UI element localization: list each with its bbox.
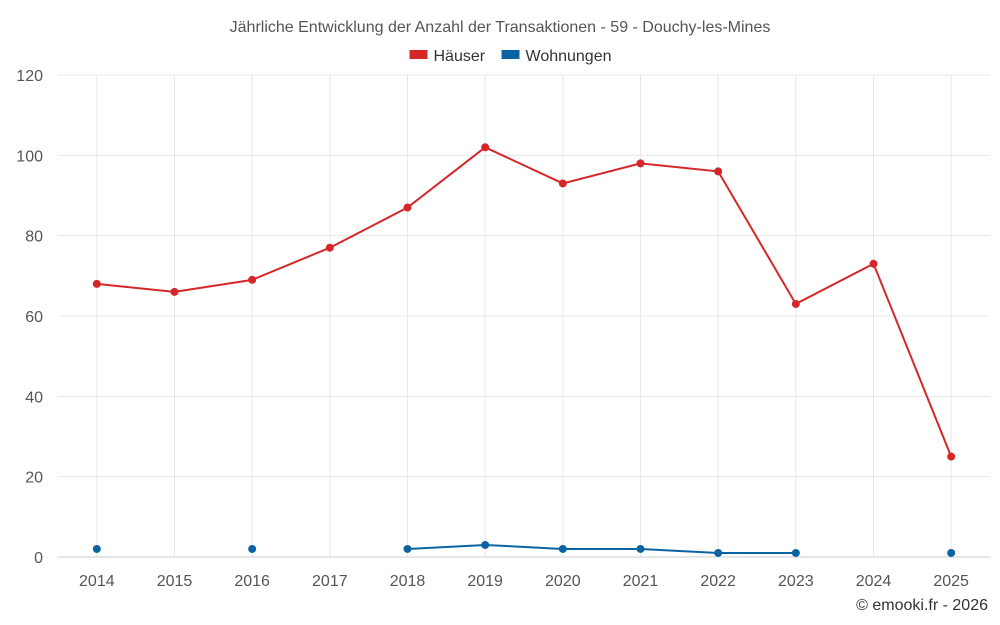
x-tick-label: 2016	[234, 573, 270, 590]
grid-lines	[58, 74, 990, 558]
x-tick-label: 2019	[467, 573, 503, 590]
data-point[interactable]	[636, 544, 645, 553]
data-point[interactable]	[170, 287, 179, 296]
x-tick-label: 2022	[700, 573, 736, 590]
data-point[interactable]	[481, 540, 490, 549]
data-point[interactable]	[92, 279, 101, 288]
data-point[interactable]	[403, 203, 412, 212]
data-point[interactable]	[248, 544, 257, 553]
data-point[interactable]	[403, 544, 412, 553]
y-tick-label: 60	[25, 309, 43, 326]
data-point[interactable]	[558, 179, 567, 188]
data-point[interactable]	[869, 259, 878, 268]
legend-swatch	[409, 50, 428, 59]
data-point[interactable]	[791, 548, 800, 557]
y-axis: 0 20 40 60 80 100 120	[16, 68, 43, 567]
x-tick-label: 2023	[778, 573, 814, 590]
chart-title: Jährliche Entwicklung der Anzahl der Tra…	[230, 19, 771, 36]
data-point[interactable]	[947, 548, 956, 557]
data-point[interactable]	[248, 275, 257, 284]
legend-swatch	[501, 50, 520, 59]
series-line	[407, 543, 796, 554]
legend-label: Häuser	[434, 48, 486, 65]
x-tick-label: 2020	[545, 573, 581, 590]
x-axis: 2014 2015 2016 2017 2018 2019 2020 2021 2022 2023…	[79, 573, 969, 590]
x-tick-label: 2015	[157, 573, 193, 590]
legend-item[interactable]: Wohnungen	[501, 48, 612, 65]
data-point[interactable]	[481, 143, 490, 152]
y-tick-label: 120	[16, 68, 43, 85]
series-0	[92, 143, 956, 461]
x-tick-label: 2024	[856, 573, 892, 590]
y-tick-label: 20	[25, 470, 43, 487]
data-point[interactable]	[947, 452, 956, 461]
y-tick-label: 100	[16, 148, 43, 165]
legend[interactable]: Häuser Wohnungen	[409, 48, 612, 65]
y-tick-label: 40	[25, 389, 43, 406]
x-tick-label: 2025	[933, 573, 969, 590]
credit-text: © emooki.fr - 2026	[856, 597, 988, 614]
data-point[interactable]	[636, 159, 645, 168]
data-point[interactable]	[92, 544, 101, 553]
legend-label: Wohnungen	[526, 48, 612, 65]
data-point[interactable]	[558, 544, 567, 553]
x-tick-label: 2014	[79, 573, 115, 590]
series-1	[92, 540, 956, 557]
x-tick-label: 2021	[623, 573, 659, 590]
y-tick-label: 80	[25, 229, 43, 246]
series-group	[92, 143, 956, 557]
data-point[interactable]	[714, 548, 723, 557]
legend-item[interactable]: Häuser	[409, 48, 486, 65]
x-tick-label: 2018	[390, 573, 426, 590]
series-line	[96, 146, 953, 457]
x-tick-label: 2017	[312, 573, 348, 590]
y-tick-label: 0	[34, 550, 43, 567]
data-point[interactable]	[714, 167, 723, 176]
data-point[interactable]	[791, 299, 800, 308]
data-point[interactable]	[325, 243, 334, 252]
